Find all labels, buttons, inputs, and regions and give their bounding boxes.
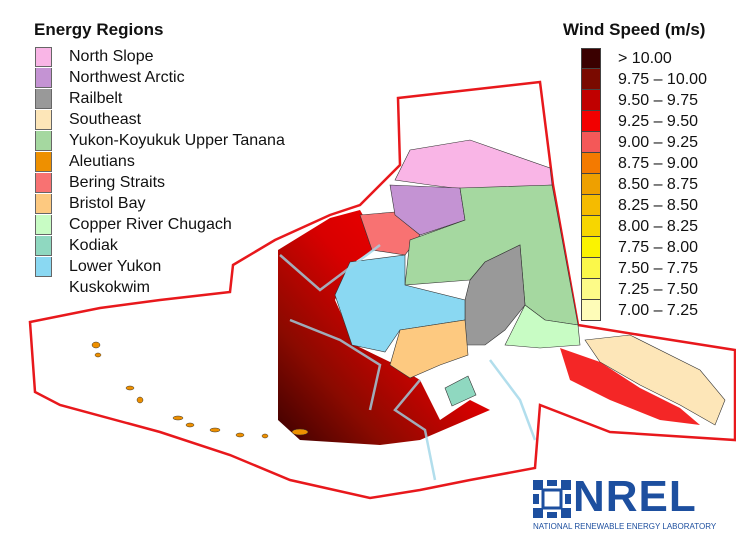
wind-legend-item: 8.50 – 8.75 (581, 174, 707, 195)
wind-legend-swatch (581, 237, 601, 258)
region-legend-label: Railbelt (69, 89, 123, 107)
coastal-wind (560, 348, 700, 425)
region-legend-item: Kodiak (35, 235, 285, 256)
wind-legend-swatch (581, 279, 601, 300)
region-legend-item: Bristol Bay (35, 193, 285, 214)
wind-legend-item: 8.00 – 8.25 (581, 216, 707, 237)
wind-legend-swatch (581, 153, 601, 174)
region-legend-swatch (35, 193, 52, 214)
region-legend-swatch (35, 235, 52, 256)
wind-legend-item: 9.75 – 10.00 (581, 69, 707, 90)
nrel-logo-subtitle: NATIONAL RENEWABLE ENERGY LABORATORY (533, 522, 717, 531)
region-legend-swatch (35, 214, 52, 235)
region-legend-item: Yukon-Koyukuk Upper Tanana (35, 130, 285, 151)
wind-legend-label: 7.00 – 7.25 (618, 301, 699, 319)
region-legend-item: Northwest Arctic (35, 67, 285, 88)
nrel-logo-text: NREL (573, 472, 697, 521)
wind-legend-label: 7.75 – 8.00 (618, 238, 699, 256)
region-legend-label: Yukon-Koyukuk Upper Tanana (69, 131, 285, 149)
region-lower-yukon (334, 254, 466, 353)
region-legend-item: North Slope (35, 46, 285, 67)
region-legend-swatch (35, 88, 52, 109)
wind-legend-title: Wind Speed (m/s) (563, 20, 706, 39)
region-legend-swatch (35, 172, 52, 193)
region-legend-item: Southeast (35, 109, 285, 130)
region-bristol-bay (389, 319, 469, 379)
wind-legend-label: 8.25 – 8.50 (618, 196, 699, 214)
region-legend-swatch (35, 46, 52, 67)
wind-legend-swatch (581, 48, 601, 69)
region-legend-label: Southeast (69, 110, 142, 128)
wind-legend-label: > 10.00 (618, 49, 672, 67)
wind-legend-item: 7.50 – 7.75 (581, 258, 707, 279)
region-kodiak (444, 375, 477, 407)
wind-legend-item: > 10.00 (581, 48, 707, 69)
region-divider-lines (279, 244, 537, 481)
wind-legend-label: 9.75 – 10.00 (618, 70, 707, 88)
region-legend-label: Kodiak (69, 236, 118, 254)
wind-legend-swatch (581, 258, 601, 279)
region-legend-swatch (35, 109, 52, 130)
region-legend-label: Copper River Chugach (69, 215, 232, 233)
region-north-slope (394, 139, 553, 191)
wind-resource-area (278, 210, 490, 445)
wind-legend-swatch (581, 300, 601, 321)
region-legend-label: North Slope (69, 47, 154, 65)
wind-legend-label: 9.50 – 9.75 (618, 91, 699, 109)
regions-legend-title: Energy Regions (34, 20, 164, 39)
region-legend-label: Aleutians (69, 152, 135, 170)
wind-legend-swatch (581, 111, 601, 132)
wind-legend-item: 7.25 – 7.50 (581, 279, 707, 300)
wind-legend-item: 7.75 – 8.00 (581, 237, 707, 258)
wind-legend-label: 9.25 – 9.50 (618, 112, 699, 130)
wind-legend-label: 9.00 – 9.25 (618, 133, 699, 151)
nrel-logo: NREL NATIONAL RENEWABLE ENERGY LABORATOR… (533, 472, 733, 534)
wind-legend-swatch (581, 216, 601, 237)
region-legend-swatch (35, 130, 52, 151)
region-legend-item: Lower Yukon (35, 256, 285, 277)
wind-legend-label: 8.50 – 8.75 (618, 175, 699, 193)
wind-legend-swatch (581, 90, 601, 111)
wind-legend-item: 7.00 – 7.25 (581, 300, 707, 321)
aleutian-islands (91, 341, 309, 439)
wind-legend-item: 9.50 – 9.75 (581, 90, 707, 111)
region-legend-item: Aleutians (35, 151, 285, 172)
wind-legend-item: 8.75 – 9.00 (581, 153, 707, 174)
wind-legend-label: 7.50 – 7.75 (618, 259, 699, 277)
wind-legend-item: 9.25 – 9.50 (581, 111, 707, 132)
region-legend-item: Railbelt (35, 88, 285, 109)
region-legend-item: Bering Straits (35, 172, 285, 193)
wind-legend-swatch (581, 132, 601, 153)
wind-legend-label: 8.00 – 8.25 (618, 217, 699, 235)
wind-legend-swatch (581, 174, 601, 195)
region-legend-swatch (35, 256, 52, 277)
region-legend-label: Bristol Bay (69, 194, 146, 212)
wind-legend-swatch (581, 195, 601, 216)
wind-legend-label: 8.75 – 9.00 (618, 154, 699, 172)
wind-speed-legend: > 10.00 9.75 – 10.00 9.50 – 9.75 9.25 – 9.5… (581, 48, 707, 321)
legend-label-kuskokwim: Kuskokwim (69, 279, 150, 296)
nrel-grid-icon (533, 480, 571, 518)
wind-legend-label: 7.25 – 7.50 (618, 280, 699, 298)
wind-legend-item: 8.25 – 8.50 (581, 195, 707, 216)
region-legend-item: Copper River Chugach (35, 214, 285, 235)
wind-legend-item: 9.00 – 9.25 (581, 132, 707, 153)
region-copper-river (504, 304, 581, 349)
region-southeast (584, 334, 726, 426)
region-legend-swatch (35, 67, 52, 88)
region-legend-swatch (35, 151, 52, 172)
wind-legend-swatch (581, 69, 601, 90)
region-legend-label: Bering Straits (69, 173, 166, 191)
region-legend-label: Lower Yukon (69, 257, 162, 275)
region-northwest-arctic (389, 184, 466, 236)
region-legend-label: Northwest Arctic (69, 68, 185, 86)
regions-legend: North Slope Northwest Arctic Railbelt South… (35, 46, 285, 277)
